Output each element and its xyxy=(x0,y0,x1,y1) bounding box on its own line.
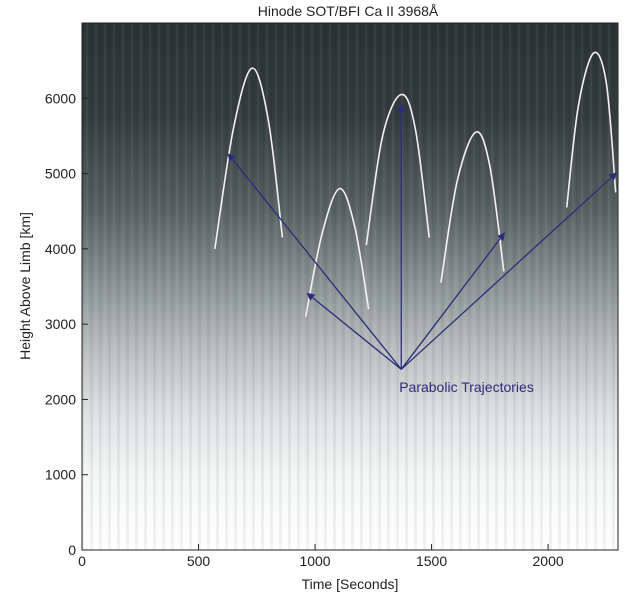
plot-area xyxy=(81,22,619,551)
trajectory-curve xyxy=(565,51,617,208)
annotation-arrow xyxy=(400,172,618,370)
y-tick-label: 4000 xyxy=(45,241,76,257)
trajectory-curve xyxy=(440,131,505,283)
trajectory-curve xyxy=(214,67,284,249)
y-tick-label: 6000 xyxy=(45,90,76,106)
trajectory-curve xyxy=(365,93,431,246)
x-tick-label: 0 xyxy=(78,553,86,569)
y-axis-label: Height Above Limb [km] xyxy=(17,212,33,360)
x-axis: 0 500 1000 1500 2000 xyxy=(78,544,564,569)
y-tick-label: 3000 xyxy=(45,316,76,332)
y-axis: 0 1000 2000 3000 4000 5000 6000 xyxy=(45,90,88,558)
chart-title: Hinode SOT/BFI Ca II 3968Å xyxy=(258,3,439,19)
plot-frame xyxy=(81,22,619,551)
annotation-text: Parabolic Trajectories xyxy=(399,379,534,395)
y-tick-label: 2000 xyxy=(45,391,76,407)
annotation-arrow xyxy=(400,232,506,370)
trajectory-curve xyxy=(304,187,370,317)
x-tick-label: 1000 xyxy=(299,553,330,569)
y-tick-label: 0 xyxy=(68,542,76,558)
annotation-arrow xyxy=(306,292,402,370)
x-tick-label: 500 xyxy=(187,553,211,569)
y-tick-label: 5000 xyxy=(45,166,76,182)
x-tick-label: 2000 xyxy=(533,553,564,569)
image-streak-texture xyxy=(82,23,618,550)
x-axis-label: Time [Seconds] xyxy=(302,576,399,592)
annotation-arrow xyxy=(227,153,402,370)
y-tick-label: 1000 xyxy=(45,467,76,483)
trajectory-curves xyxy=(214,51,617,317)
x-tick-label: 1500 xyxy=(416,553,447,569)
annotation-arrows xyxy=(227,103,618,370)
